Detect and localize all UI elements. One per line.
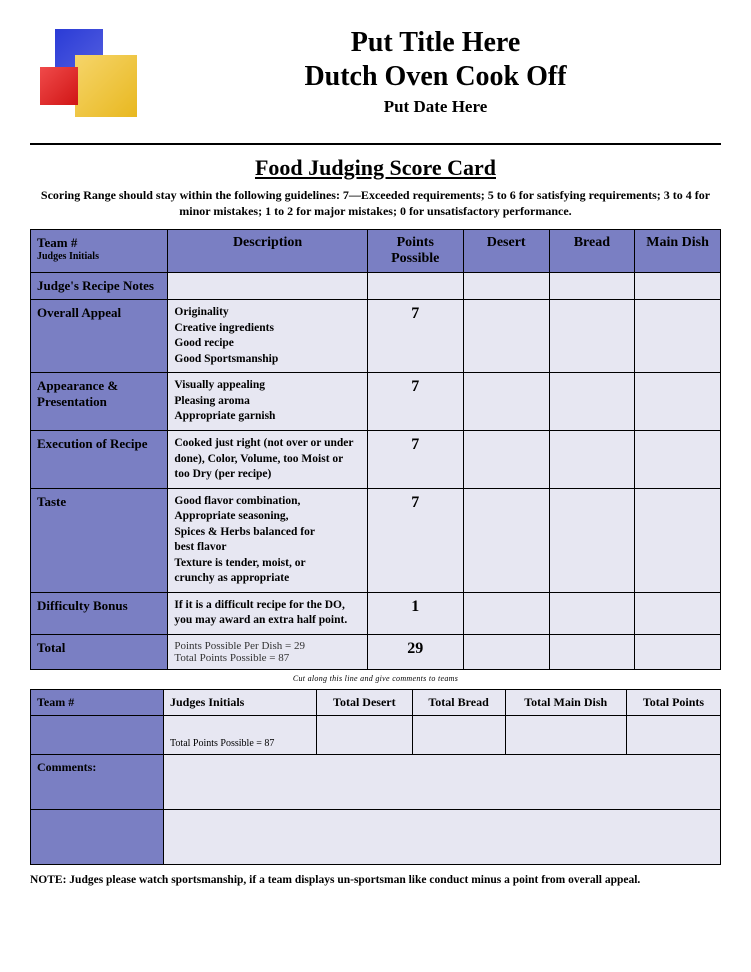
- row-description: Visually appealing Pleasing aroma Approp…: [168, 373, 367, 431]
- t2-data-row: Total Points Possible = 87: [31, 715, 721, 754]
- scoring-table: Team # Judges Initials Description Point…: [30, 229, 721, 669]
- row-description: If it is a difficult recipe for the DO, …: [168, 592, 367, 634]
- table-row: Appearance & PresentationVisually appeal…: [31, 373, 721, 431]
- col-team: Team # Judges Initials: [31, 230, 168, 273]
- title-line2: Dutch Oven Cook Off: [150, 61, 721, 93]
- cell-main-dish[interactable]: [635, 300, 721, 373]
- cell-desert[interactable]: [463, 592, 549, 634]
- logo-square-red: [40, 67, 78, 105]
- table-row: TasteGood flavor combination, Appropriat…: [31, 488, 721, 592]
- row-points: 1: [367, 592, 463, 634]
- cut-line-note: Cut along this line and give comments to…: [30, 674, 721, 683]
- row-points: 7: [367, 373, 463, 431]
- cell-bread[interactable]: [549, 430, 635, 488]
- row-label: Execution of Recipe: [31, 430, 168, 488]
- t2-points-cell[interactable]: [626, 715, 720, 754]
- logo: [30, 25, 150, 135]
- header: Put Title Here Dutch Oven Cook Off Put D…: [30, 25, 721, 145]
- t2-comments-label: Comments:: [31, 754, 164, 809]
- table-row: TotalPoints Possible Per Dish = 29 Total…: [31, 634, 721, 669]
- footer-note: NOTE: Judges please watch sportsmanship,…: [30, 873, 721, 888]
- col-points: Points Possible: [367, 230, 463, 273]
- t2-comments-row2: [31, 809, 721, 864]
- t2-col-points: Total Points: [626, 689, 720, 715]
- cell-main-dish[interactable]: [635, 373, 721, 431]
- cell-desert[interactable]: [463, 634, 549, 669]
- row-description: Originality Creative ingredients Good re…: [168, 300, 367, 373]
- title-line1: Put Title Here: [150, 27, 721, 59]
- title-date: Put Date Here: [150, 97, 721, 117]
- col-main-dish: Main Dish: [635, 230, 721, 273]
- row-description: [168, 273, 367, 300]
- row-label: Total: [31, 634, 168, 669]
- row-label: Appearance & Presentation: [31, 373, 168, 431]
- row-label: Taste: [31, 488, 168, 592]
- row-description: Points Possible Per Dish = 29 Total Poin…: [168, 634, 367, 669]
- cell-bread[interactable]: [549, 488, 635, 592]
- cell-desert[interactable]: [463, 273, 549, 300]
- row-label: Difficulty Bonus: [31, 592, 168, 634]
- row-points: [367, 273, 463, 300]
- scoring-guidelines: Scoring Range should stay within the fol…: [36, 187, 715, 219]
- row-points: 29: [367, 634, 463, 669]
- row-label: Judge's Recipe Notes: [31, 273, 168, 300]
- col-desert: Desert: [463, 230, 549, 273]
- cell-bread[interactable]: [549, 373, 635, 431]
- cell-desert[interactable]: [463, 373, 549, 431]
- col-team-sublabel: Judges Initials: [37, 251, 161, 262]
- t2-col-bread: Total Bread: [412, 689, 505, 715]
- table-row: Judge's Recipe Notes: [31, 273, 721, 300]
- cell-desert[interactable]: [463, 488, 549, 592]
- row-description: Good flavor combination, Appropriate sea…: [168, 488, 367, 592]
- section-title: Food Judging Score Card: [30, 155, 721, 181]
- t2-col-judges: Judges Initials: [164, 689, 317, 715]
- cell-bread[interactable]: [549, 300, 635, 373]
- col-description: Description: [168, 230, 367, 273]
- header-titles: Put Title Here Dutch Oven Cook Off Put D…: [150, 25, 721, 117]
- t2-col-desert: Total Desert: [317, 689, 413, 715]
- t2-judges-cell[interactable]: Total Points Possible = 87: [164, 715, 317, 754]
- cell-main-dish[interactable]: [635, 488, 721, 592]
- cell-bread[interactable]: [549, 592, 635, 634]
- cell-desert[interactable]: [463, 430, 549, 488]
- cell-bread[interactable]: [549, 634, 635, 669]
- logo-square-yellow: [75, 55, 137, 117]
- t2-comments-row: Comments:: [31, 754, 721, 809]
- row-points: 7: [367, 430, 463, 488]
- t2-main-cell[interactable]: [505, 715, 626, 754]
- t2-bread-cell[interactable]: [412, 715, 505, 754]
- table-row: Execution of RecipeCooked just right (no…: [31, 430, 721, 488]
- table-row: Overall AppealOriginality Creative ingre…: [31, 300, 721, 373]
- t2-comments-cell2[interactable]: [164, 809, 721, 864]
- totals-table: Team # Judges Initials Total Desert Tota…: [30, 689, 721, 865]
- cell-main-dish[interactable]: [635, 430, 721, 488]
- cell-desert[interactable]: [463, 300, 549, 373]
- t2-col-main: Total Main Dish: [505, 689, 626, 715]
- cell-bread[interactable]: [549, 273, 635, 300]
- table-row: Difficulty BonusIf it is a difficult rec…: [31, 592, 721, 634]
- row-label: Overall Appeal: [31, 300, 168, 373]
- cell-main-dish[interactable]: [635, 273, 721, 300]
- t2-desert-cell[interactable]: [317, 715, 413, 754]
- t2-team-cell[interactable]: [31, 715, 164, 754]
- t2-comments-label2: [31, 809, 164, 864]
- col-team-label: Team #: [37, 235, 77, 250]
- col-bread: Bread: [549, 230, 635, 273]
- cell-main-dish[interactable]: [635, 634, 721, 669]
- t2-col-team: Team #: [31, 689, 164, 715]
- t2-comments-cell[interactable]: [164, 754, 721, 809]
- row-points: 7: [367, 488, 463, 592]
- row-points: 7: [367, 300, 463, 373]
- row-description: Cooked just right (not over or under don…: [168, 430, 367, 488]
- cell-main-dish[interactable]: [635, 592, 721, 634]
